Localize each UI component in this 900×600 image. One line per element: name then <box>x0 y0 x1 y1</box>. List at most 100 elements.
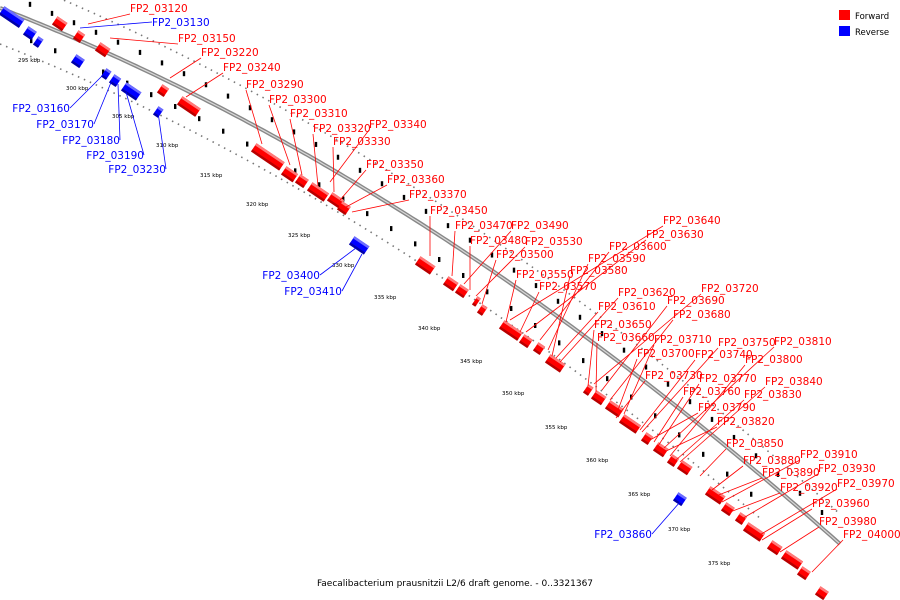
forward-leader-line <box>811 539 844 573</box>
reverse-track-tick <box>198 116 201 122</box>
forward-gene-label: FP2_03760 <box>683 386 741 398</box>
forward-leader-line <box>312 133 319 187</box>
forward-gene-label: FP2_03310 <box>290 108 348 120</box>
scale-label: 365 kbp <box>628 492 651 498</box>
forward-leader-line <box>505 279 517 323</box>
reverse-track-tick <box>654 413 657 419</box>
forward-gene-box <box>250 143 285 171</box>
forward-gene-label: FP2_03350 <box>366 159 424 171</box>
forward-track-tick <box>292 129 296 135</box>
forward-gene-label: FP2_03630 <box>646 229 704 241</box>
reverse-track-tick <box>438 257 441 263</box>
forward-leader-line <box>663 346 775 449</box>
legend-reverse-label: Reverse <box>855 28 889 38</box>
forward-track-tick <box>50 10 54 16</box>
scale-label: 330 kbp <box>332 263 355 269</box>
reverse-leader-line <box>79 21 153 29</box>
forward-leader-line <box>268 104 291 166</box>
forward-gene-box <box>814 586 829 600</box>
reverse-track-tick <box>414 241 417 247</box>
forward-leader-line <box>657 383 700 447</box>
reverse-track-tick <box>726 471 729 477</box>
forward-gene-label: FP2_03750 <box>718 337 776 349</box>
forward-gene-box <box>498 320 523 341</box>
reverse-track-tick <box>486 289 489 295</box>
reverse-gene-label: FP2_03130 <box>152 17 210 29</box>
forward-gene-label: FP2_03880 <box>743 455 801 467</box>
forward-track-tick <box>160 60 164 66</box>
forward-leader-line <box>525 239 647 333</box>
forward-gene-box <box>414 256 436 275</box>
forward-track-tick <box>644 364 648 370</box>
reverse-leader-line <box>69 73 105 109</box>
forward-track-tick <box>94 29 98 35</box>
forward-leader-line <box>109 37 179 45</box>
forward-gene-box <box>544 354 566 373</box>
gene-features <box>0 6 829 600</box>
reverse-gene-box <box>348 236 370 255</box>
scale-label: 360 kbp <box>586 458 609 464</box>
scale-label: 300 kbp <box>66 86 89 92</box>
forward-leader-line <box>169 57 202 79</box>
forward-track-tick <box>270 117 274 123</box>
forward-leader-line <box>451 230 456 277</box>
forward-gene-label: FP2_03470 <box>455 220 513 232</box>
reverse-track-tick <box>462 272 465 278</box>
reverse-gene-label: FP2_03190 <box>86 150 144 162</box>
forward-gene-box <box>280 166 299 183</box>
forward-leader-line <box>617 358 638 411</box>
forward-gene-box <box>454 284 469 299</box>
forward-track-tick <box>226 93 230 99</box>
forward-track-tick <box>754 453 758 459</box>
reverse-gene-box <box>32 36 44 48</box>
forward-gene-label: FP2_03580 <box>570 265 628 277</box>
forward-track-tick <box>688 399 692 405</box>
forward-leader-line <box>519 291 540 333</box>
forward-leader-line <box>481 259 497 305</box>
forward-leader-line <box>289 118 303 176</box>
forward-track-tick <box>116 39 120 45</box>
forward-gene-box <box>676 460 693 476</box>
forward-leader-line <box>761 508 813 541</box>
forward-gene-box <box>294 174 309 189</box>
forward-leader-line <box>539 251 610 341</box>
reverse-track-tick <box>174 103 177 109</box>
reverse-track-tick <box>30 38 33 44</box>
reverse-track-tick <box>366 211 369 217</box>
forward-track-tick <box>204 82 208 88</box>
forward-gene-label: FP2_03120 <box>130 3 188 15</box>
legend-reverse-swatch <box>839 26 850 36</box>
forward-gene-label: FP2_03600 <box>609 241 667 253</box>
reverse-leader-line <box>341 253 363 292</box>
scale-label: 325 kbp <box>288 233 311 239</box>
forward-leader-line <box>185 72 224 98</box>
forward-gene-box <box>326 192 345 209</box>
forward-gene-box <box>156 84 170 98</box>
reverse-track-tick <box>678 432 681 438</box>
forward-gene-box <box>652 442 669 458</box>
forward-track-tick <box>380 181 384 187</box>
forward-gene-label: FP2_03890 <box>762 467 820 479</box>
legend-forward-swatch <box>839 10 850 20</box>
forward-gene-box <box>734 512 748 526</box>
forward-track-tick <box>622 347 626 353</box>
forward-track-tick <box>820 509 824 515</box>
forward-gene-label: FP2_03710 <box>654 334 712 346</box>
scale-label: 355 kbp <box>545 425 568 431</box>
scale-label: 350 kbp <box>502 391 525 397</box>
reverse-gene-box <box>152 106 164 118</box>
forward-gene-label: FP2_03690 <box>667 295 725 307</box>
forward-gene-label: FP2_03660 <box>597 332 655 344</box>
forward-leader-line <box>463 230 512 285</box>
forward-gene-label: FP2_03850 <box>726 438 784 450</box>
forward-gene-label: FP2_03370 <box>409 189 467 201</box>
legend-forward-label: Forward <box>855 12 889 22</box>
forward-gene-label: FP2_03300 <box>269 94 327 106</box>
reverse-gene-label: FP2_03180 <box>62 135 120 147</box>
forward-gene-box <box>720 502 735 517</box>
forward-gene-label: FP2_03240 <box>223 62 281 74</box>
forward-leader-line <box>551 275 571 357</box>
reverse-gene-label: FP2_03410 <box>284 286 342 298</box>
forward-gene-label: FP2_03450 <box>430 205 488 217</box>
